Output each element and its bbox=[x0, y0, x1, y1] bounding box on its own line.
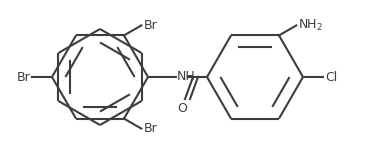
Text: NH$_2$: NH$_2$ bbox=[298, 18, 323, 33]
Text: Cl: Cl bbox=[325, 71, 337, 83]
Text: Br: Br bbox=[16, 71, 30, 83]
Text: Br: Br bbox=[143, 122, 157, 135]
Text: O: O bbox=[177, 102, 187, 115]
Text: NH: NH bbox=[177, 69, 196, 83]
Text: Br: Br bbox=[143, 19, 157, 32]
